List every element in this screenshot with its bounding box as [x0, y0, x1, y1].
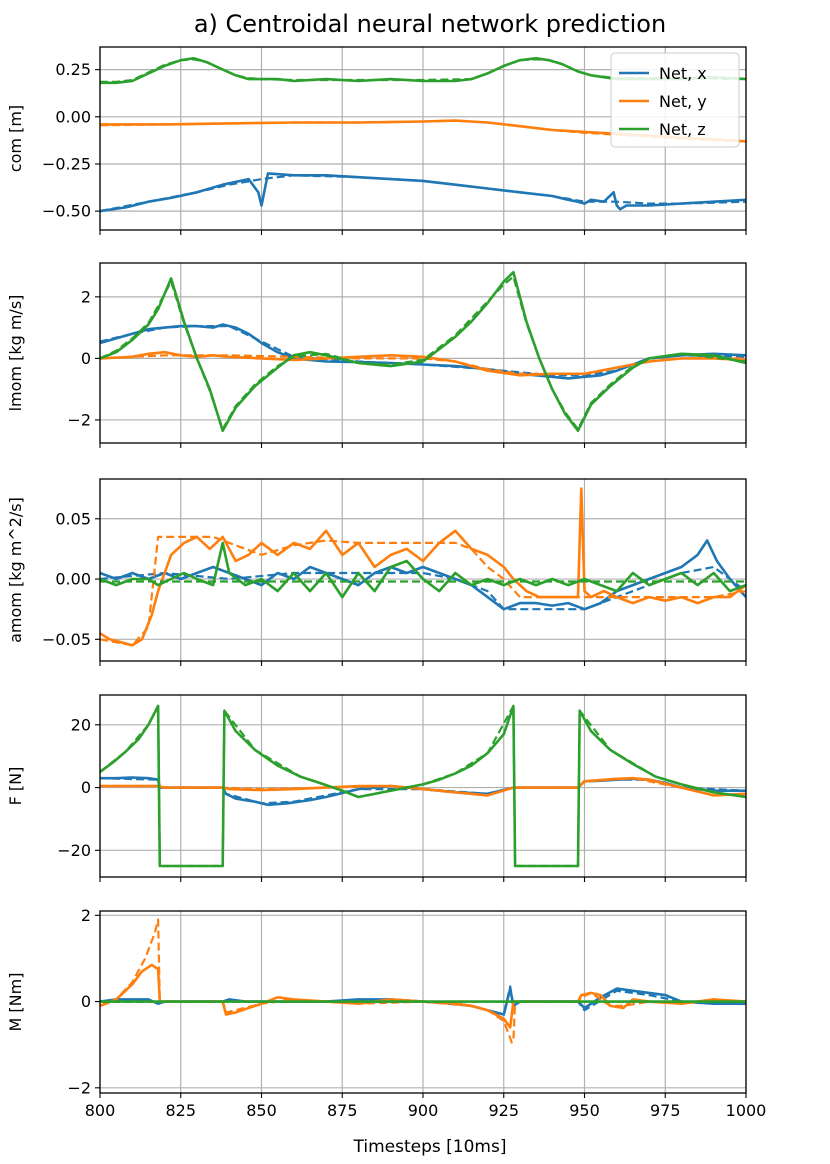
series-amom-y-dashed	[100, 535, 746, 647]
panel-force-lines	[100, 704, 746, 868]
x-tick-label: 850	[246, 1101, 277, 1120]
panel-amom-lines	[100, 487, 746, 647]
y-axis-label-moment: M [Nm]	[6, 973, 25, 1032]
y-tick-label: 0	[81, 992, 91, 1011]
legend-box	[610, 52, 740, 148]
panel-frame	[99, 262, 747, 444]
y-tick-label: 2	[81, 287, 91, 306]
x-tick-label: 825	[165, 1101, 196, 1120]
y-tick-label: 0.25	[55, 60, 91, 79]
panel-moment: 800 825 850 875 900 925 950 975 1000 −2 0 2 M [Nm]	[6, 906, 766, 1120]
y-tick-label: 0.00	[55, 570, 91, 589]
panel-frame	[99, 46, 747, 231]
series-amom-z-solid	[100, 541, 746, 599]
series-com-z-dashed	[100, 58, 746, 84]
x-tick-label: 975	[650, 1101, 681, 1120]
y-tick-label: −0.50	[42, 202, 91, 221]
y-tick-label: −2	[67, 410, 91, 429]
panel-frame	[99, 910, 747, 1094]
y-tick-label: 0.00	[55, 107, 91, 126]
y-tick-label: 0.05	[55, 509, 91, 528]
y-axis-label-force: F [N]	[6, 767, 25, 806]
x-tick-label: 875	[327, 1101, 358, 1120]
panel-force: −20 0 20 F [N]	[6, 694, 747, 882]
legend: Net, x Net, y Net, z	[610, 52, 740, 148]
y-tick-label: −0.25	[42, 154, 91, 173]
panel-frame	[99, 694, 747, 878]
y-tick-label: −2	[67, 1078, 91, 1097]
x-tick-label: 925	[488, 1101, 519, 1120]
y-tick-label: −0.05	[42, 630, 91, 649]
x-tick-label: 800	[85, 1101, 116, 1120]
legend-label-x: Net, x	[659, 64, 707, 83]
panel-lmom-lines	[100, 270, 746, 433]
legend-label-z: Net, z	[659, 120, 706, 139]
panel-moment-lines	[100, 918, 746, 1044]
y-tick-label: 0	[81, 349, 91, 368]
y-tick-label: −20	[57, 841, 91, 860]
panel-lmom: −2 0 2 lmom [kg m/s]	[6, 262, 747, 448]
series-amom-x-solid	[100, 539, 746, 611]
y-axis-label-com: com [m]	[6, 105, 25, 172]
x-tick-label: 1000	[726, 1101, 767, 1120]
x-tick-label: 900	[408, 1101, 439, 1120]
panel-amom: −0.05 0.00 0.05 amom [kg m^2/s]	[6, 478, 747, 666]
legend-label-y: Net, y	[659, 92, 707, 111]
panel-frame	[99, 478, 747, 662]
y-tick-label: 2	[81, 906, 91, 925]
series-force-x-dashed	[100, 777, 746, 805]
y-axis-label-amom: amom [kg m^2/s]	[6, 497, 25, 643]
y-tick-label: 20	[71, 715, 91, 734]
y-axis-label-lmom: lmom [kg m/s]	[6, 295, 25, 412]
chart-title: a) Centroidal neural network prediction	[194, 10, 666, 38]
series-com-x-dashed	[100, 174, 746, 213]
x-tick-label: 950	[569, 1101, 600, 1120]
series-lmom-z-dashed	[100, 275, 746, 431]
series-amom-y-solid	[100, 487, 746, 647]
series-force-z-dashed	[100, 704, 746, 868]
x-axis-label: Timesteps [10ms]	[353, 1137, 507, 1157]
y-tick-label: 0	[81, 778, 91, 797]
series-force-y-dashed	[100, 777, 746, 797]
